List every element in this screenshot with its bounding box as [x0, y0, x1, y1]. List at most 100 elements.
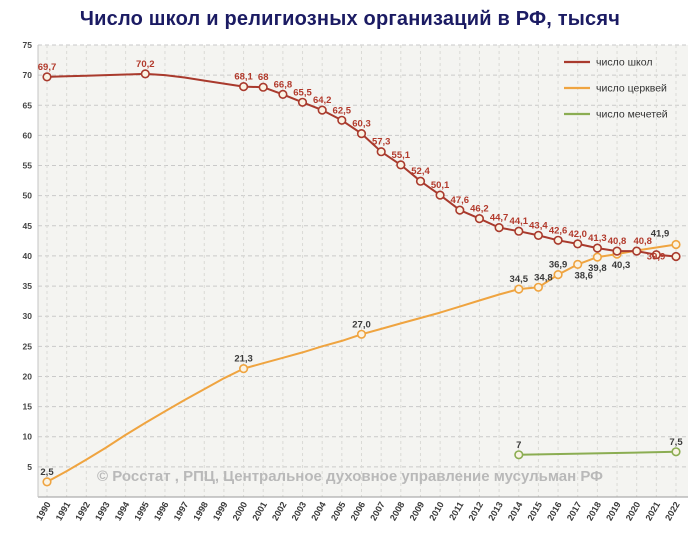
x-tick-label: 2006 [349, 500, 368, 522]
data-point-label: 36,9 [549, 260, 568, 271]
x-tick-label: 1998 [191, 500, 210, 522]
x-tick-label: 1991 [54, 500, 73, 522]
data-point-label: 60,3 [352, 119, 371, 130]
data-point-label: 62,5 [333, 105, 352, 116]
data-point-label: 70,2 [136, 59, 155, 70]
y-tick-label: 5 [27, 462, 32, 472]
data-point-label: 38,6 [574, 270, 593, 281]
x-tick-label: 1990 [34, 500, 53, 522]
series-line [518, 450, 677, 456]
data-point-marker [396, 160, 406, 170]
data-point-marker [612, 246, 622, 256]
data-point-label: 52,4 [411, 166, 430, 177]
data-point-label: 68 [258, 72, 269, 83]
x-tick-label: 2005 [329, 500, 348, 522]
y-tick-label: 30 [23, 311, 33, 321]
data-point-label: 42,6 [549, 225, 568, 236]
x-tick-label: 1992 [73, 500, 92, 522]
legend-label: число школ [596, 57, 652, 69]
data-point-marker [356, 329, 367, 339]
y-tick-label: 60 [23, 130, 33, 140]
x-tick-label: 2018 [584, 500, 603, 522]
data-point-marker [239, 81, 249, 92]
y-tick-label: 50 [23, 191, 33, 201]
data-point-label: 41,9 [651, 229, 670, 240]
data-point-marker [514, 226, 524, 236]
data-point-label: 50,1 [431, 180, 450, 191]
y-tick-label: 10 [23, 432, 33, 442]
data-point-marker [632, 246, 642, 256]
data-point-marker [533, 282, 544, 292]
x-tick-label: 2001 [250, 500, 269, 522]
x-tick-label: 2010 [427, 500, 446, 522]
y-tick-label: 55 [23, 161, 33, 171]
y-tick-label: 20 [23, 371, 33, 381]
x-tick-label: 2003 [290, 500, 309, 522]
x-tick-label: 1996 [152, 500, 171, 522]
x-tick-label: 1999 [211, 500, 230, 522]
data-point-label: 68,1 [234, 72, 253, 83]
data-point-marker [376, 147, 386, 157]
data-point-marker [474, 214, 485, 224]
data-point-label: 34,8 [534, 272, 553, 283]
legend-label: число церквей [596, 83, 667, 95]
y-tick-label: 40 [23, 251, 33, 261]
data-point-marker [278, 89, 288, 99]
data-point-marker [494, 223, 504, 233]
data-point-marker [514, 450, 524, 460]
data-point-label: 66,8 [274, 79, 293, 90]
data-point-label: 2,5 [40, 467, 54, 478]
data-point-marker [42, 72, 52, 82]
x-tick-label: 2020 [624, 500, 643, 522]
data-point-label: 57,3 [372, 137, 391, 148]
y-tick-label: 75 [23, 40, 33, 50]
x-tick-label: 2017 [565, 500, 584, 522]
data-point-label: 44,7 [490, 213, 509, 224]
x-tick-label: 2016 [545, 500, 564, 522]
y-tick-label: 70 [23, 70, 33, 80]
data-point-marker [573, 259, 583, 270]
data-point-label: 47,6 [451, 195, 470, 206]
x-tick-label: 2015 [525, 500, 544, 522]
x-tick-label: 2021 [643, 500, 662, 522]
data-point-label: 69,7 [38, 62, 57, 73]
data-point-marker [651, 250, 661, 260]
data-point-marker [671, 251, 681, 262]
data-point-marker [42, 477, 52, 487]
y-tick-label: 65 [23, 100, 33, 110]
data-point-label: 64,2 [313, 95, 332, 106]
y-tick-label: 25 [23, 341, 33, 351]
y-tick-label: 15 [23, 402, 33, 412]
data-point-marker [553, 235, 563, 245]
data-point-label: 39,8 [588, 263, 607, 274]
x-tick-label: 2007 [368, 500, 387, 522]
data-point-marker [573, 239, 583, 249]
data-point-label: 7,5 [669, 437, 683, 448]
data-point-label: 65,5 [293, 87, 312, 98]
x-tick-label: 2008 [388, 500, 407, 522]
data-point-label: 34,5 [510, 274, 529, 285]
data-point-label: 42,0 [568, 229, 587, 240]
x-tick-label: 2000 [231, 500, 250, 522]
data-point-marker [455, 205, 465, 215]
data-point-marker [415, 176, 426, 186]
x-tick-label: 2011 [447, 500, 465, 522]
data-point-marker [140, 69, 150, 79]
data-point-marker [258, 82, 268, 92]
x-tick-label: 1995 [132, 500, 151, 522]
y-tick-label: 45 [23, 221, 33, 231]
data-point-label: 21,3 [234, 354, 253, 365]
x-tick-label: 2004 [309, 500, 328, 522]
data-point-label: 7 [516, 440, 521, 451]
data-point-marker [592, 243, 603, 253]
data-point-label: 39,9 [647, 252, 666, 263]
data-point-label: 43,4 [529, 220, 548, 231]
x-tick-label: 2009 [408, 500, 427, 522]
x-tick-label: 2012 [466, 500, 485, 522]
data-point-label: 40,8 [633, 236, 652, 247]
y-tick-label: 35 [23, 281, 33, 291]
data-point-marker [435, 190, 445, 200]
x-tick-label: 2019 [604, 500, 623, 522]
data-point-label: 55,1 [392, 150, 411, 161]
